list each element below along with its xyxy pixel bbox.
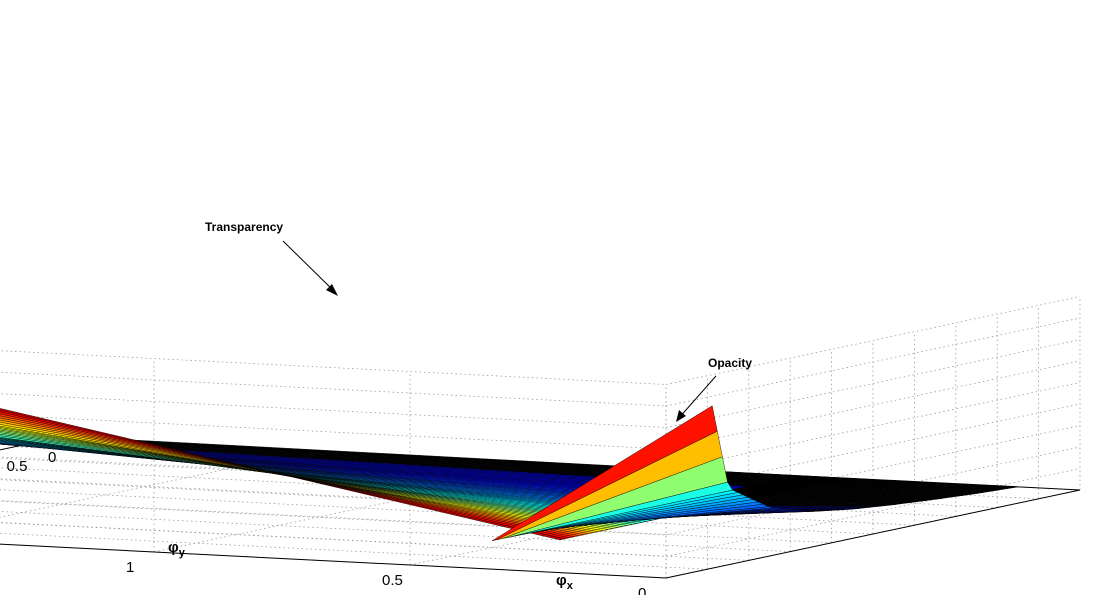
grid-line — [0, 393, 667, 428]
grid-line — [665, 382, 1081, 471]
surface-strip-transparency — [0, 425, 609, 531]
surface-strip-transparency — [0, 433, 638, 525]
grid-line — [665, 468, 1081, 557]
grid-line — [153, 463, 569, 553]
surface-strip-opacity — [491, 405, 718, 541]
surface-layer — [0, 405, 1019, 541]
annotation-layer: Transparency Opacity — [205, 220, 752, 422]
y-tick-label: 1 — [126, 559, 134, 576]
surface-strip-transparency — [0, 415, 585, 537]
grid-layer — [0, 296, 1081, 579]
surface-strip-transparency — [0, 424, 604, 532]
surface-strip-transparency — [0, 408, 565, 541]
x-tick-label: 0.5 — [7, 458, 28, 475]
grid-line — [0, 350, 667, 385]
grid-line — [0, 450, 313, 518]
axis-label-layer: φy φx — [168, 539, 574, 592]
surface-strip-transparency — [0, 428, 618, 529]
axis-y-line — [0, 543, 667, 579]
y-axis-label: φy — [168, 539, 186, 559]
annotation-opacity-arrowhead — [676, 410, 686, 422]
surface-strip-transparency — [0, 421, 599, 533]
x-axis-label: φx — [556, 572, 574, 592]
surface-strip-transparency — [0, 432, 633, 526]
surface-strip-transparency — [0, 413, 580, 538]
axis-x-line — [665, 489, 1081, 579]
surface-strip-transparency — [0, 437, 647, 523]
annotation-transparency-arrowhead — [326, 284, 338, 296]
tick-layer: 00.511.522.533.544.500.511.5200.511.522.… — [7, 449, 647, 595]
surface-strip-transparency — [0, 419, 594, 534]
y-tick-label: 0.5 — [382, 572, 403, 589]
grid-line — [665, 296, 1081, 385]
grid-line — [0, 371, 667, 407]
grid-line — [665, 339, 1081, 428]
surface-strip-transparency — [0, 409, 570, 540]
x-tick-label: 0 — [48, 449, 56, 466]
annotation-transparency: Transparency — [205, 220, 283, 234]
surface-strip-transparency — [0, 429, 623, 528]
surface-strip-transparency — [0, 417, 589, 536]
annotation-opacity-arrow — [677, 375, 717, 420]
surface-strip-transparency — [0, 427, 613, 530]
grid-line — [665, 360, 1081, 450]
y-tick-label: 0 — [638, 585, 646, 595]
surface-strip-transparency — [0, 431, 628, 527]
annotation-opacity: Opacity — [708, 356, 752, 370]
surface-strip-transparency — [0, 411, 575, 539]
surface-strip-transparency — [0, 438, 657, 521]
surface-strip-transparency — [0, 435, 642, 524]
annotation-transparency-arrow — [282, 240, 337, 294]
